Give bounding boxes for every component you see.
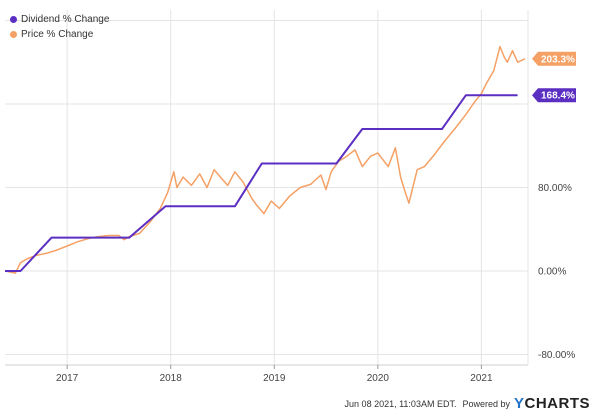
ycharts-logo-text: CHARTS xyxy=(524,395,590,412)
legend-item-dividend[interactable]: Dividend % Change xyxy=(10,12,109,27)
series-lines xyxy=(4,45,526,274)
end-label-box xyxy=(532,51,576,66)
legend: Dividend % Change Price % Change xyxy=(10,12,109,42)
powered-by-label: Powered by xyxy=(462,398,510,409)
legend-swatch-price xyxy=(10,31,17,38)
ycharts-logo[interactable]: YCHARTS xyxy=(514,395,590,412)
end-label-dividend: 168.4% xyxy=(532,88,576,103)
axes: 2017 2018 2019 2020 2021 80.00% 0.00% -80.00% xyxy=(5,10,575,384)
y-tick-label: 0.00% xyxy=(538,267,566,278)
end-label-text: 203.3% xyxy=(541,54,575,65)
legend-item-price[interactable]: Price % Change xyxy=(10,27,109,42)
x-tick-label: 2018 xyxy=(160,373,183,384)
legend-swatch-dividend xyxy=(10,16,17,23)
x-tick-label: 2021 xyxy=(470,373,493,384)
series-line-price xyxy=(4,45,526,274)
x-tick-label: 2017 xyxy=(56,373,79,384)
grid xyxy=(5,10,528,365)
y-tick-label: 80.00% xyxy=(538,183,572,194)
y-tick-label: -80.00% xyxy=(538,350,575,361)
end-label-box xyxy=(532,88,576,103)
end-label-text: 168.4% xyxy=(541,91,575,102)
chart-footer: Jun 08 2021, 11:03AM EDT. Powered by YCH… xyxy=(345,395,590,412)
legend-label-price: Price % Change xyxy=(21,29,94,40)
timestamp: Jun 08 2021, 11:03AM EDT. xyxy=(344,398,457,409)
ycharts-logo-y: Y xyxy=(513,395,525,412)
end-labels: 168.4% 203.3% xyxy=(532,51,576,103)
legend-label-dividend: Dividend % Change xyxy=(21,14,110,25)
series-line-dividend xyxy=(5,94,518,272)
x-tick-label: 2020 xyxy=(367,373,390,384)
end-label-price: 203.3% xyxy=(532,51,576,66)
x-tick-label: 2019 xyxy=(263,373,286,384)
